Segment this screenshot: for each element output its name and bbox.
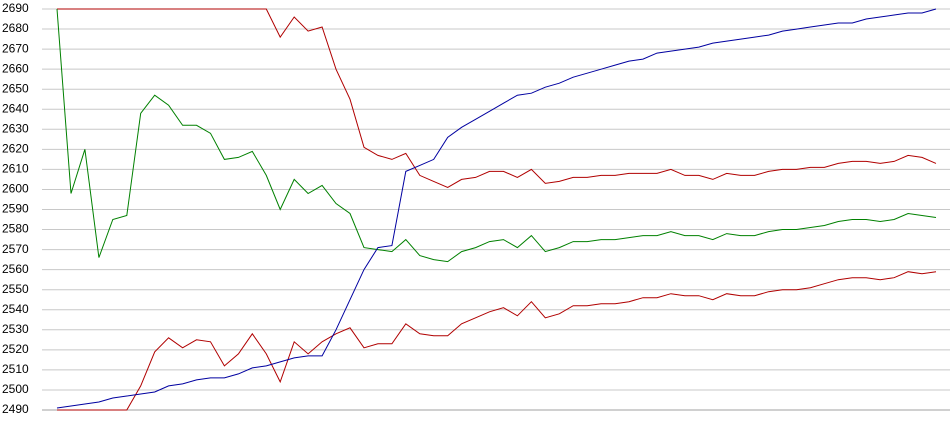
y-tick-label: 2500 [2, 382, 29, 396]
y-tick-label: 2510 [2, 362, 29, 376]
series-line [57, 8, 937, 188]
y-tick-label: 2530 [2, 322, 29, 336]
series-line [56, 8, 937, 409]
y-tick-label: 2590 [2, 202, 29, 216]
y-tick-label: 2600 [2, 182, 29, 196]
y-tick-label: 2570 [2, 242, 29, 256]
y-tick-label: 2490 [2, 402, 29, 416]
y-tick-label: 2630 [2, 121, 29, 135]
series-line [56, 8, 937, 263]
y-tick-label: 2560 [2, 262, 29, 276]
y-tick-label: 2660 [2, 61, 29, 75]
y-tick-label: 2520 [2, 342, 29, 356]
y-tick-label: 2640 [2, 101, 29, 115]
y-tick-label: 2620 [2, 142, 29, 156]
y-tick-label: 2580 [2, 222, 29, 236]
y-tick-label: 2680 [2, 21, 29, 35]
y-tick-label: 2610 [2, 162, 29, 176]
y-tick-label: 2650 [2, 81, 29, 95]
y-tick-label: 2550 [2, 282, 29, 296]
y-tick-label: 2690 [2, 1, 29, 15]
series-line [57, 271, 937, 411]
y-tick-label: 2540 [2, 302, 29, 316]
y-tick-label: 2670 [2, 41, 29, 55]
